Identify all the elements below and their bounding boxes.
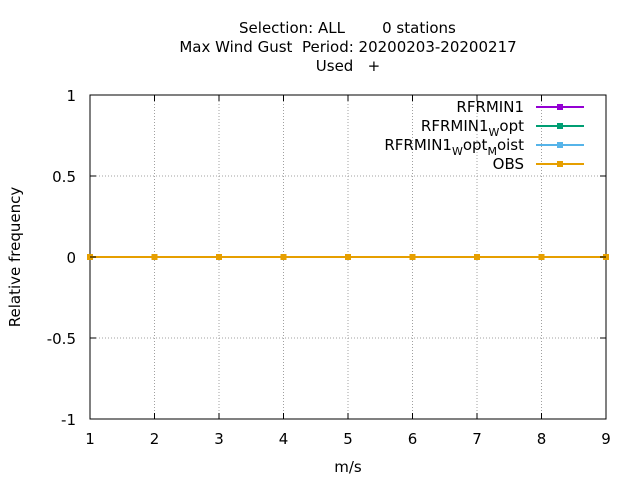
y-axis-label: Relative frequency [6, 187, 24, 328]
y-tick-label: 1 [66, 87, 76, 105]
title-line1-left: Selection: ALL [239, 19, 346, 37]
title-line3: Used + [316, 57, 380, 75]
x-tick-label: 3 [214, 430, 224, 448]
x-axis-label: m/s [334, 458, 362, 476]
title-line2: Max Wind Gust Period: 20200203-20200217 [179, 38, 516, 56]
x-axis-ticks: 1 2 3 4 5 6 7 8 9 [85, 95, 611, 448]
legend-label: RFRMIN1WoptMoist [384, 136, 524, 158]
x-tick-label: 1 [85, 430, 95, 448]
y-tick-label: -1 [61, 411, 76, 429]
legend-label: RFRMIN1 [456, 98, 524, 116]
y-axis-ticks: -1 -0.5 0 0.5 1 [47, 87, 606, 429]
legend-marker [557, 104, 563, 110]
title-line1-right: 0 stations [382, 19, 456, 37]
data-point [409, 254, 416, 260]
x-tick-label: 9 [601, 430, 611, 448]
x-tick-label: 7 [472, 430, 482, 448]
data-point [216, 254, 222, 260]
data-point [538, 254, 545, 260]
data-point [474, 254, 480, 260]
x-tick-label: 2 [150, 430, 160, 448]
data-point [345, 254, 351, 260]
legend-marker [557, 123, 563, 129]
x-tick-label: 8 [537, 430, 547, 448]
legend-label: OBS [493, 155, 524, 173]
y-tick-label: 0 [66, 249, 76, 267]
legend-marker [557, 142, 563, 148]
y-tick-label: -0.5 [47, 330, 76, 348]
data-point [280, 254, 287, 260]
y-tick-label: 0.5 [52, 168, 76, 186]
x-tick-label: 4 [279, 430, 289, 448]
legend-label: RFRMIN1Wopt [421, 117, 524, 139]
data-point [151, 254, 158, 260]
x-tick-label: 5 [343, 430, 353, 448]
x-tick-label: 6 [408, 430, 418, 448]
legend-marker [557, 161, 563, 167]
